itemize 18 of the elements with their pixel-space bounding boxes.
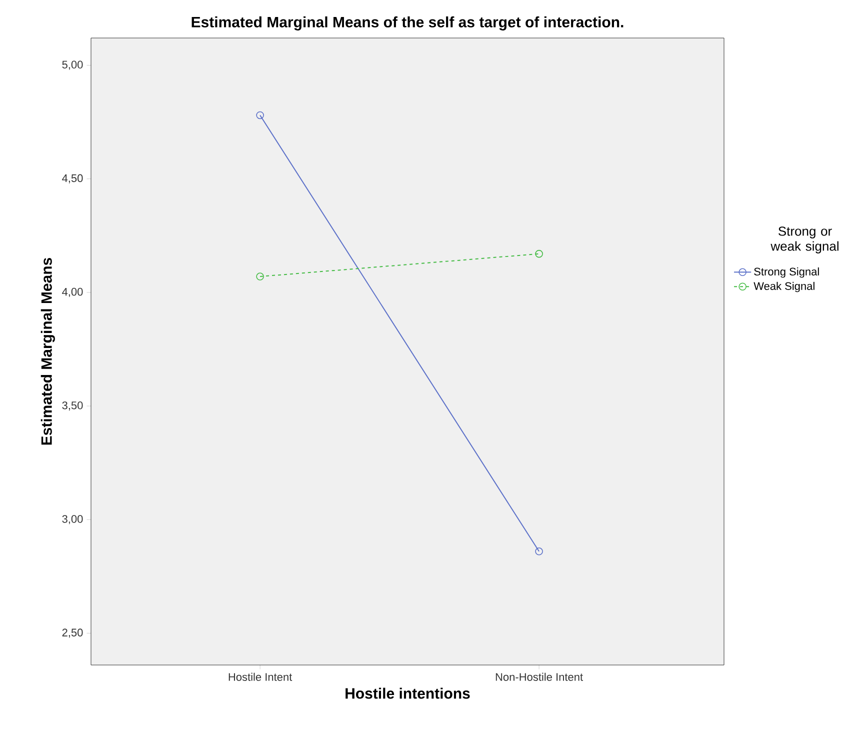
y-tick-label: 3,50 bbox=[62, 401, 83, 411]
point bbox=[535, 250, 543, 258]
x-tick-label: Non-Hostile Intent bbox=[496, 672, 583, 681]
y-axis-title: Estimated Marginal Means bbox=[40, 258, 55, 445]
y-tick-label: 5,00 bbox=[62, 60, 83, 70]
legend-label: Weak Signal bbox=[754, 282, 814, 292]
x-tick-label: Hostile Intent bbox=[228, 672, 292, 681]
point bbox=[256, 111, 264, 120]
point bbox=[256, 272, 264, 280]
y-tick-label: 4,50 bbox=[62, 174, 83, 184]
point bbox=[535, 548, 543, 556]
chart-title: Estimated Marginal Means of the self as target of interaction. bbox=[192, 16, 624, 30]
y-tick-label: 3,00 bbox=[62, 515, 83, 524]
y-tick-label: 2,50 bbox=[62, 628, 83, 638]
y-tick-label: 4,00 bbox=[62, 288, 83, 297]
legend-title: Strong or weak signal bbox=[770, 226, 838, 254]
x-axis-title: Hostile intentions bbox=[346, 688, 470, 699]
legend-label: Strong Signal bbox=[754, 267, 819, 278]
